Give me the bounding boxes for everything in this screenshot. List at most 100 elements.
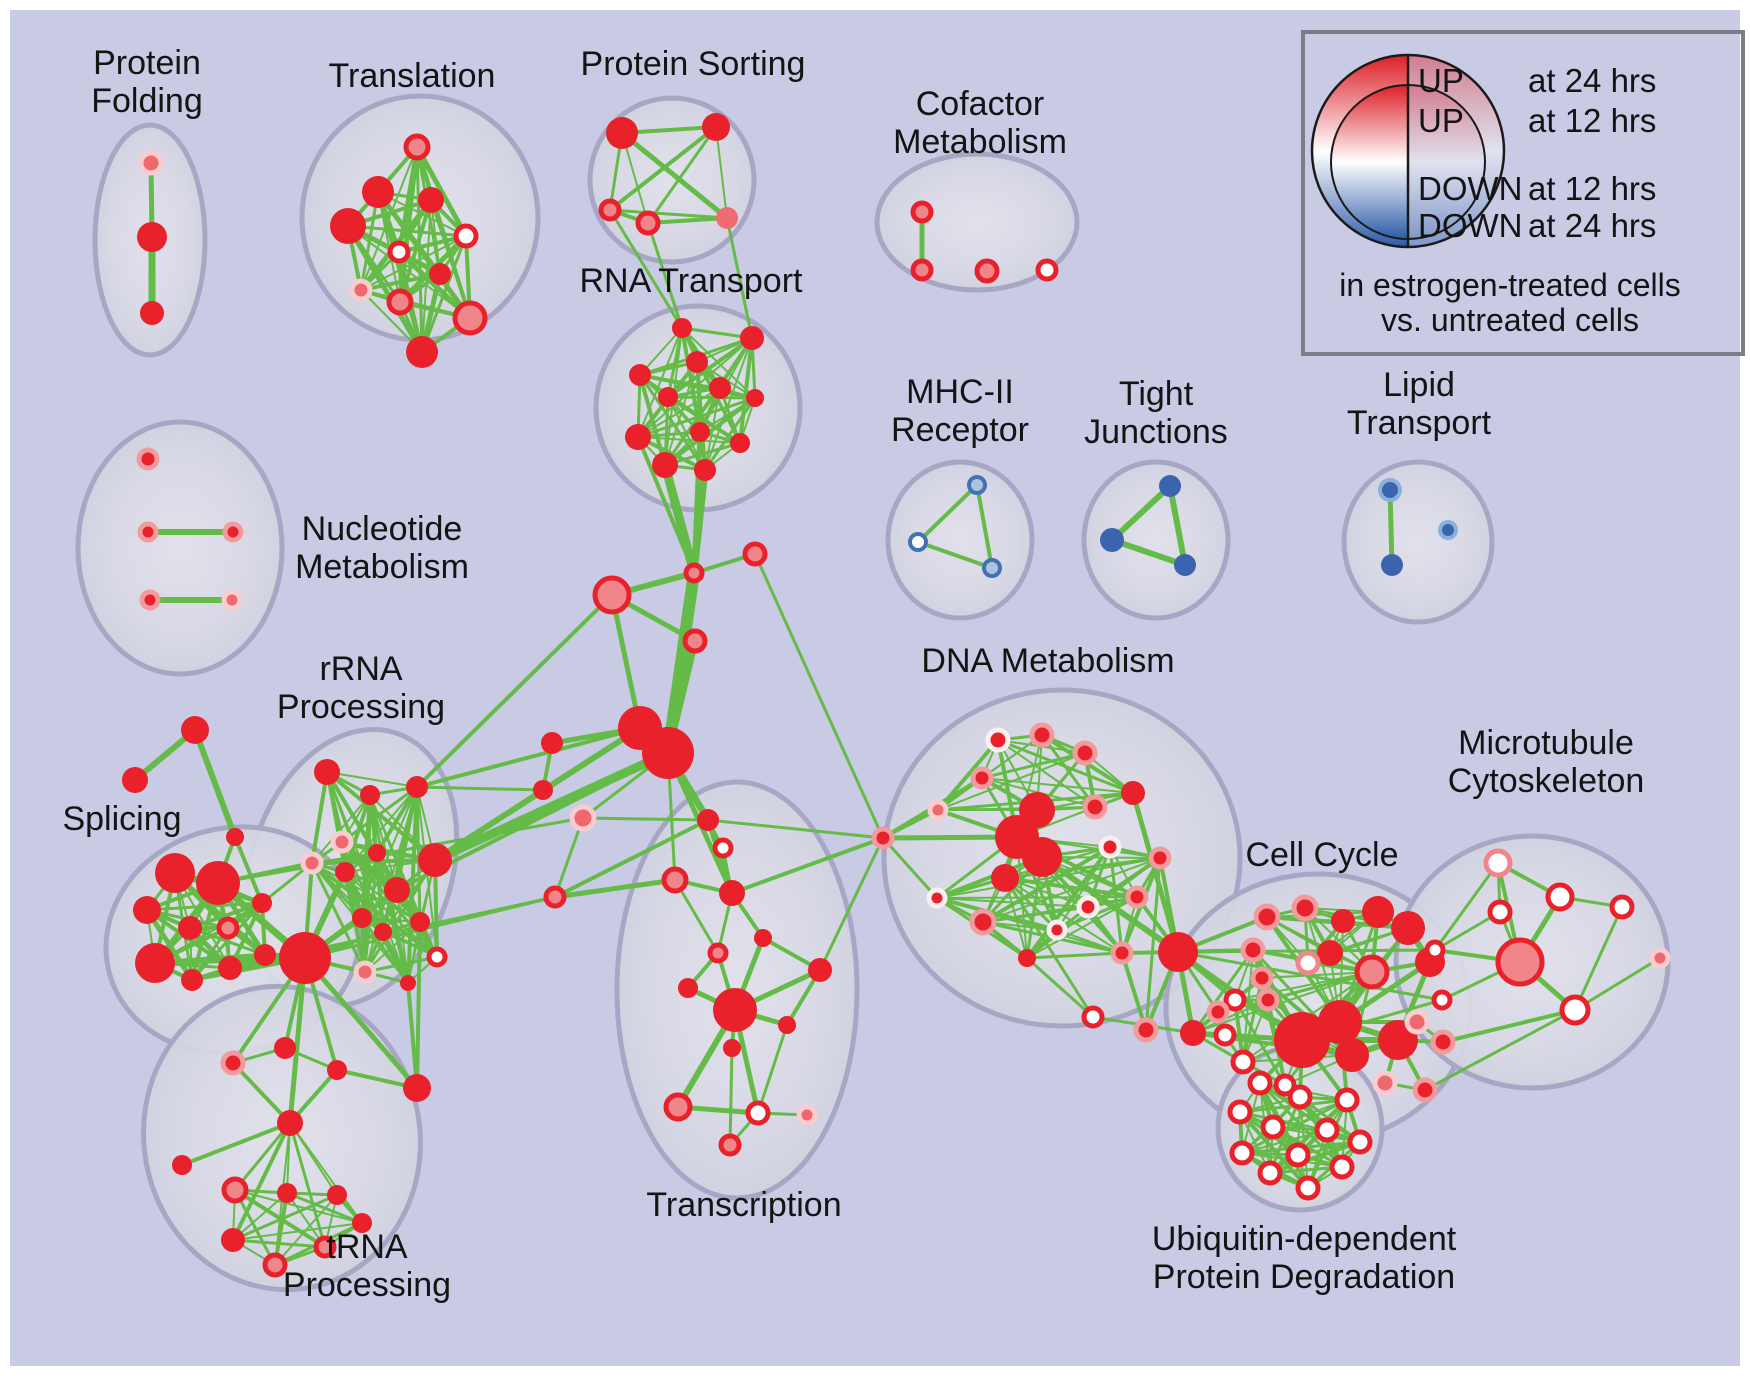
node-cb2: [592, 575, 632, 615]
edge-t1-t5: [414, 144, 469, 239]
node-cc10: [1317, 940, 1343, 966]
edge-hx4-rr3: [415, 785, 545, 792]
edge-rr10-rr15: [360, 916, 410, 985]
edge-mc7-pk4: [1423, 1008, 1577, 1092]
node-cb3: [742, 541, 768, 567]
node-ts8: [808, 958, 832, 982]
cluster-label-cofactor-metabolism: Cofactor: [916, 85, 1045, 123]
edge-hx4-rr9: [433, 788, 545, 862]
node-ts5: [719, 880, 745, 906]
edge-rt8-rt10: [637, 436, 741, 444]
node-t11: [406, 336, 438, 368]
node-rt11: [652, 452, 678, 478]
node-nm3: [222, 521, 244, 543]
edge-dm19-dm20: [1025, 951, 1124, 960]
edge-dm0-ts5: [730, 836, 885, 895]
cluster-label-lipid-transport: Transport: [1347, 404, 1492, 442]
node-ts13: [663, 1092, 693, 1122]
edge-rt6-rt7: [666, 395, 757, 400]
node-cc21: [1318, 1000, 1362, 1044]
edge-ts4-ts3: [552, 877, 678, 900]
edge-ts3-ts7: [673, 878, 720, 955]
node-pk2: [1430, 1029, 1456, 1055]
node-dm2: [1029, 722, 1055, 748]
node-mc2: [1545, 882, 1575, 912]
node-cb1: [683, 562, 705, 584]
edge-rr12-rr14: [364, 921, 421, 973]
node-ub3: [1334, 1087, 1360, 1113]
node-mc4: [1495, 937, 1545, 987]
node-cc17: [1213, 1023, 1237, 1047]
edge-dm12-dm14: [936, 857, 1161, 899]
node-mh2: [908, 532, 928, 552]
edge-dm12-dm13: [1003, 856, 1162, 880]
cluster-label-rna-transport: RNA Transport: [580, 262, 804, 300]
legend-caption: vs. untreated cells: [1381, 302, 1639, 338]
edge-dm21-dm13: [1003, 876, 1095, 1019]
edge-ps2-ps5: [715, 126, 728, 219]
node-dm1: [985, 727, 1011, 753]
cluster-label-microtubule-cytoskeleton: Cytoskeleton: [1448, 762, 1645, 800]
cluster-ellipse-tight-junctions: [1081, 459, 1231, 621]
cluster-label-rrna-processing: rRNA: [319, 650, 402, 688]
node-cc2: [1180, 1020, 1206, 1046]
node-ts12: [723, 1039, 741, 1057]
edge-tn3-tn13: [289, 1122, 363, 1224]
node-sp1: [155, 853, 195, 893]
node-rt2: [740, 326, 764, 350]
edge-tn2-tn3: [231, 1061, 292, 1125]
node-cf1: [910, 200, 934, 224]
edge-cc15-cc9: [1266, 970, 1374, 1002]
node-ts7: [707, 942, 729, 964]
node-ps3: [598, 198, 622, 222]
node-dm11: [1098, 835, 1122, 859]
node-dm19: [1018, 949, 1036, 967]
node-mc1: [1483, 848, 1513, 878]
node-ts6: [754, 929, 772, 947]
legend-row-time: at 12 hrs: [1528, 102, 1656, 139]
edge-rt11-cb1: [660, 460, 699, 578]
node-rt4: [686, 351, 708, 373]
node-ub10: [1329, 1154, 1355, 1180]
edge-ps1-ps5: [619, 130, 730, 221]
edge-ps3-ps5: [608, 208, 729, 220]
edge-mh1-mh3: [975, 483, 994, 570]
cluster-label-nucleotide-metabolism: Metabolism: [295, 548, 469, 586]
node-tn13: [352, 1213, 372, 1233]
edge-rt1-rt8: [637, 327, 683, 438]
node-cb4: [682, 628, 708, 654]
edge-ub6-ub8: [1241, 1129, 1328, 1154]
edge-hx5-ts1: [581, 816, 710, 822]
node-rr3: [406, 776, 428, 798]
node-ub4: [1227, 1099, 1253, 1125]
edge-ps2-ps4: [646, 125, 718, 225]
edge-t3-t11: [345, 223, 425, 355]
node-sp3: [133, 896, 161, 924]
node-rr12: [410, 912, 430, 932]
edge-tj1-tj2: [1109, 483, 1173, 543]
node-cc18: [1230, 1049, 1256, 1075]
node-dm12: [1148, 846, 1172, 870]
cluster-label-trna-processing: Processing: [283, 1266, 451, 1304]
node-rr4: [330, 830, 354, 854]
node-cc1: [1158, 932, 1198, 972]
node-ts3: [661, 866, 689, 894]
edge-rt10-rt11: [663, 441, 742, 467]
node-dm0: [871, 826, 895, 850]
cluster-ellipse-mhc-ii-receptor: [885, 459, 1035, 621]
node-tn4: [274, 1037, 296, 1059]
node-st3: [226, 828, 244, 846]
cluster-label-dna-metabolism: DNA Metabolism: [921, 642, 1174, 680]
node-rt10: [730, 433, 750, 453]
node-cc20: [1274, 1012, 1330, 1068]
node-t9: [386, 288, 414, 316]
edge-hx1-rr3: [415, 726, 642, 789]
edge-mc7-mc9: [1573, 956, 1662, 1012]
edge-dm4-dm6: [981, 777, 1134, 794]
edge-dm0-dm14: [881, 836, 939, 900]
node-dm17: [1125, 885, 1149, 909]
node-pk1: [1404, 1009, 1430, 1035]
edge-mc7-pk2: [1441, 1008, 1577, 1044]
edge-st3-sp9: [233, 835, 264, 905]
